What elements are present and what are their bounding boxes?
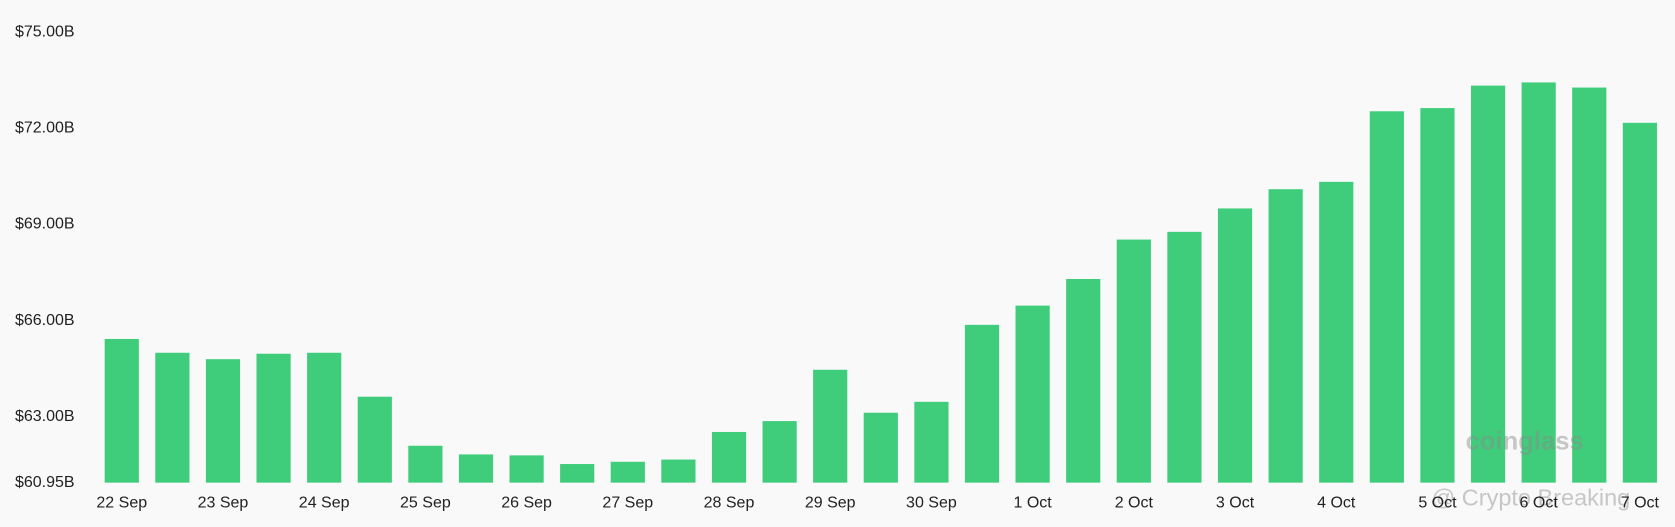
x-tick-label: 7 Oct: [1621, 494, 1660, 512]
bar: [1572, 87, 1607, 483]
y-tick-label: $72.00B: [15, 119, 75, 137]
bar: [813, 369, 848, 483]
bar: [1470, 85, 1506, 483]
bar: [509, 455, 544, 483]
y-tick-label: $69.00B: [15, 215, 75, 233]
bar: [560, 464, 595, 483]
bar: [1116, 239, 1151, 483]
x-tick-label: 26 Sep: [501, 494, 552, 512]
x-tick-label: 1 Oct: [1013, 494, 1052, 512]
bar: [1369, 111, 1404, 483]
watermark: coinglass: [1466, 427, 1584, 455]
bar: [1420, 108, 1455, 483]
x-tick-label: 30 Sep: [906, 494, 957, 512]
bar: [307, 352, 342, 483]
bar: [711, 431, 747, 483]
x-tick-label: 29 Sep: [805, 494, 856, 512]
x-tick-label: 4 Oct: [1317, 494, 1356, 512]
x-tick-label: 25 Sep: [400, 494, 451, 512]
bar: [1066, 279, 1101, 483]
bar: [762, 421, 797, 483]
bar: [863, 412, 898, 483]
bar: [357, 396, 392, 483]
y-tick-label: $66.00B: [15, 311, 75, 329]
x-tick-label: 3 Oct: [1216, 494, 1255, 512]
x-tick-label: 5 Oct: [1418, 494, 1457, 512]
bar: [661, 459, 696, 483]
x-tick-label: 28 Sep: [704, 494, 755, 512]
bar: [458, 454, 494, 483]
bar: [104, 338, 139, 483]
bar: [1217, 208, 1253, 483]
bar: [610, 461, 645, 483]
bar: [964, 324, 1000, 483]
bar: [1167, 231, 1202, 483]
bar: [155, 352, 190, 483]
bar: [1622, 122, 1657, 483]
bar: [1268, 189, 1303, 483]
bar: [914, 401, 949, 483]
x-tick-label: 22 Sep: [96, 494, 147, 512]
watermark: @ Crypto Breaking: [1431, 484, 1630, 510]
y-tick-label: $63.00B: [15, 407, 75, 425]
y-tick-label: $75.00B: [15, 22, 75, 40]
x-tick-label: 6 Oct: [1520, 494, 1559, 512]
bar: [1319, 181, 1354, 483]
x-tick-label: 23 Sep: [198, 494, 249, 512]
bar: [1521, 82, 1556, 483]
y-tick-label: $60.95B: [15, 473, 75, 491]
bar: [256, 353, 291, 483]
bar: [408, 445, 443, 483]
x-tick-label: 27 Sep: [602, 494, 653, 512]
x-tick-label: 2 Oct: [1115, 494, 1154, 512]
x-tick-label: 24 Sep: [299, 494, 350, 512]
bar: [1015, 305, 1050, 483]
bar: [205, 359, 241, 483]
